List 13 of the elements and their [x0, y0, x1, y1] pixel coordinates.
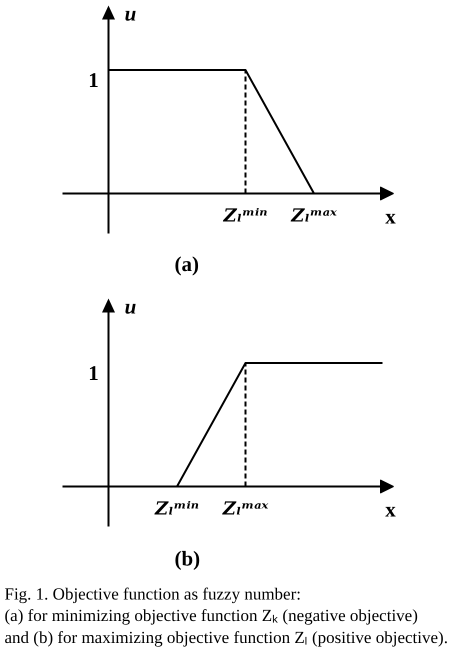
text: (b): [174, 546, 200, 570]
annotation: 1: [88, 68, 99, 92]
caption: Fig. 1. Objective function as fuzzy number: (a) for minimizing objective function Zₖ (negative objective) and (b) for maximizing objective function Zₗ (positive objective).: [4, 584, 448, 647]
annotation: 1: [88, 361, 99, 385]
x-tick-label: Zₗᵐⁱⁿ: [154, 498, 200, 520]
x-axis-title: x: [385, 204, 396, 228]
x-tick-label: Zₗᵐᵃˣ: [222, 498, 269, 520]
y-axis-title: u: [124, 294, 136, 318]
y-axis-title: u: [124, 2, 136, 26]
x-tick-label: Zₗᵐᵃˣ: [290, 206, 338, 226]
x-tick-label: Zₗᵐⁱⁿ: [222, 206, 268, 226]
text: (a): [174, 252, 199, 276]
x-axis-title: x: [385, 498, 396, 522]
